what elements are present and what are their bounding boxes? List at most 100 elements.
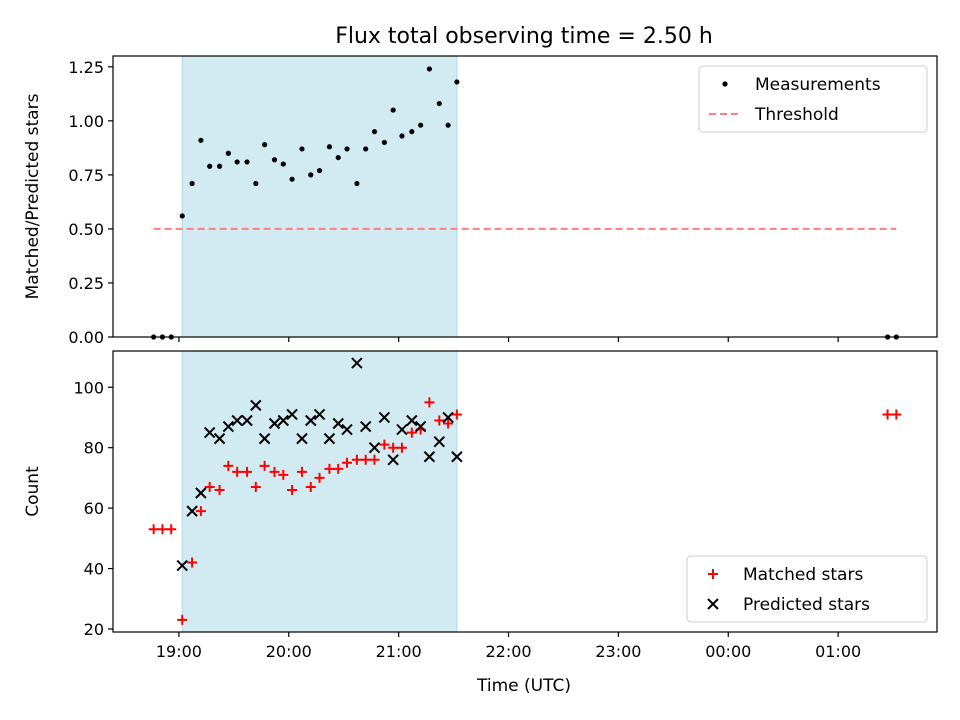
legend-swatch: [707, 598, 719, 610]
data-point: [418, 122, 424, 128]
y-tick-label: 20: [84, 620, 104, 639]
y-tick-label: 0.75: [68, 166, 104, 185]
data-point: [148, 524, 159, 535]
legend-label: Matched stars: [743, 565, 863, 585]
data-point: [379, 439, 390, 450]
y-tick-label: 0.00: [68, 328, 104, 347]
y-tick-label: 80: [84, 439, 104, 458]
observing-span-shade: [181, 55, 458, 338]
data-point: [195, 506, 206, 517]
data-point: [433, 435, 446, 448]
data-point: [216, 163, 223, 169]
data-point: [289, 176, 295, 182]
data-point: [198, 137, 204, 143]
data-point: [882, 409, 893, 420]
data-point: [354, 180, 360, 187]
data-point: [223, 460, 234, 471]
data-point: [341, 423, 353, 436]
data-point: [305, 481, 316, 492]
data-point: [250, 399, 262, 412]
data-point: [426, 66, 433, 72]
data-point: [323, 432, 336, 445]
data-point: [406, 427, 417, 438]
data-point: [351, 357, 363, 369]
legend-swatch: [708, 569, 718, 579]
data-point: [369, 454, 380, 465]
data-point: [250, 481, 261, 492]
data-point: [424, 397, 435, 408]
axes-frame: [112, 350, 938, 633]
data-point: [359, 420, 372, 433]
data-point: [258, 432, 271, 445]
data-point: [314, 472, 325, 483]
legend-box: [698, 65, 928, 133]
data-point: [195, 487, 207, 499]
y-axis-label: Matched/Predicted stars: [23, 93, 43, 299]
data-point: [351, 454, 362, 465]
legend-label: Threshold: [754, 105, 839, 125]
data-point: [423, 451, 436, 463]
data-point: [387, 454, 399, 466]
data-point: [177, 614, 188, 625]
data-point: [891, 409, 902, 420]
data-point: [360, 454, 371, 465]
data-point: [262, 142, 268, 148]
x-axis-label: Time (UTC): [476, 676, 571, 696]
data-point: [259, 460, 270, 471]
data-point: [268, 417, 281, 430]
data-point: [326, 144, 333, 150]
data-point: [388, 442, 399, 453]
data-point: [187, 557, 198, 568]
data-point: [278, 469, 289, 480]
data-point: [242, 466, 253, 477]
data-point: [271, 157, 278, 163]
data-point: [277, 414, 290, 427]
legend-swatch: [722, 81, 728, 87]
data-point: [381, 139, 387, 146]
data-point: [454, 79, 460, 85]
data-point: [189, 180, 195, 187]
observing-span-shade: [181, 350, 458, 633]
x-tick-label: 22:00: [485, 642, 531, 661]
data-point: [232, 466, 243, 477]
x-tick-label: 20:00: [266, 642, 312, 661]
data-point: [371, 129, 378, 135]
x-tick-label: 19:00: [156, 642, 202, 661]
y-axis-label: Count: [23, 466, 43, 517]
data-point: [241, 414, 253, 427]
data-point: [378, 411, 391, 424]
y-tick-label: 40: [84, 560, 104, 579]
data-point: [363, 146, 369, 152]
data-point: [186, 505, 198, 517]
data-point: [442, 411, 454, 424]
data-point: [166, 524, 177, 535]
y-tick-label: 1.00: [68, 112, 104, 131]
legend: Matched stars Predicted stars: [686, 555, 928, 623]
data-point: [207, 163, 213, 169]
x-tick-label: 00:00: [705, 642, 751, 661]
data-point: [368, 441, 381, 454]
data-point: [335, 154, 341, 161]
data-point: [305, 414, 317, 427]
data-point: [296, 432, 308, 445]
data-point: [234, 159, 240, 165]
data-point: [269, 466, 280, 477]
y-tick-label: 1.25: [68, 58, 104, 77]
data-point: [451, 409, 462, 420]
data-point: [253, 180, 259, 187]
y-tick-label: 60: [84, 499, 104, 518]
data-point: [324, 463, 335, 474]
data-point: [451, 451, 463, 463]
data-point: [222, 420, 235, 433]
data-point: [396, 423, 408, 436]
data-point: [434, 415, 445, 426]
data-point: [409, 129, 415, 135]
data-point: [204, 481, 215, 492]
chart-title: Flux total observing time = 2.50 h: [335, 24, 713, 49]
series-measurements: [151, 66, 899, 340]
y-tick-label: 0.50: [68, 220, 104, 239]
data-point: [313, 408, 326, 421]
legend: Measurements Threshold: [698, 65, 928, 133]
legend-label: Measurements: [755, 75, 881, 95]
data-point: [436, 100, 442, 107]
